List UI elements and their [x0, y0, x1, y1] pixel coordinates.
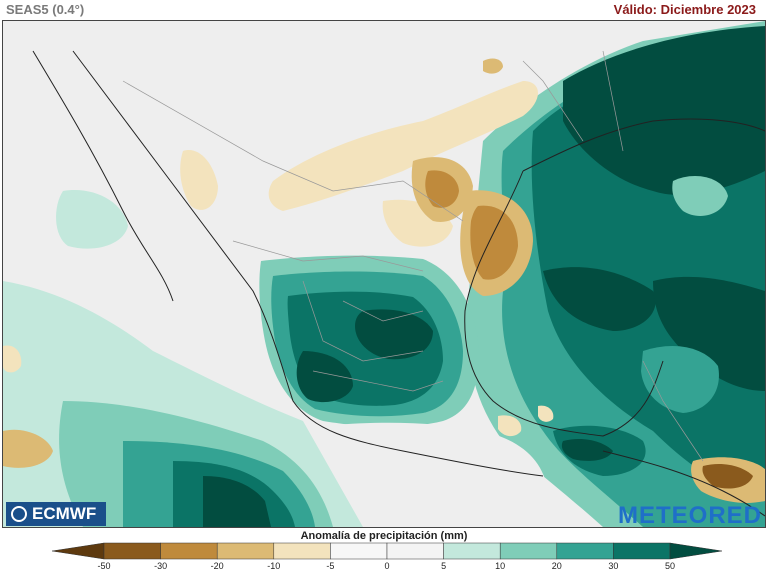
legend-color-swatch: [556, 542, 614, 560]
legend-color-swatch: [443, 542, 501, 560]
ecmwf-mark-icon: [11, 506, 27, 522]
valid-date-label: Válido: Diciembre 2023: [613, 2, 756, 17]
legend-tick-label: -5: [326, 561, 335, 571]
ecmwf-logo: ECMWF: [6, 502, 106, 526]
legend-color-swatch: [386, 542, 444, 560]
legend-tick-label: -50: [97, 561, 111, 571]
legend-color-swatch: [160, 542, 218, 560]
legend-title: Anomalía de precipitación (mm): [300, 530, 468, 542]
model-label: SEAS5 (0.4°): [6, 2, 85, 17]
legend-color-swatch: [613, 542, 671, 560]
legend-color-swatch: [330, 542, 388, 560]
meteored-logo: METEORED: [617, 502, 762, 529]
legend-tick-label: 0: [384, 561, 390, 571]
legend-arrow-high: [669, 542, 723, 560]
legend-color-swatch: [499, 542, 558, 560]
legend-tick-label: 30: [608, 561, 619, 571]
legend-tick-label: 50: [664, 561, 676, 571]
legend-tick-label: -30: [154, 561, 168, 571]
legend-color-swatch: [103, 542, 161, 560]
header-bar: SEAS5 (0.4°) Válido: Diciembre 2023: [0, 0, 768, 20]
map-canvas: [3, 21, 765, 527]
ecmwf-logo-text: ECMWF: [32, 504, 97, 523]
legend-tick-label: -10: [267, 561, 281, 571]
precipitation-anomaly-map: [2, 20, 766, 528]
legend-tick-label: 10: [495, 561, 506, 571]
legend-color-swatch: [273, 542, 331, 560]
legend-tick-label: -20: [210, 561, 224, 571]
legend-tick-label: 20: [551, 561, 562, 571]
legend-arrow-low: [51, 542, 105, 560]
legend-color-swatch: [216, 542, 275, 560]
legend-tick-label: 5: [441, 561, 447, 571]
color-legend-bar: [51, 542, 723, 560]
